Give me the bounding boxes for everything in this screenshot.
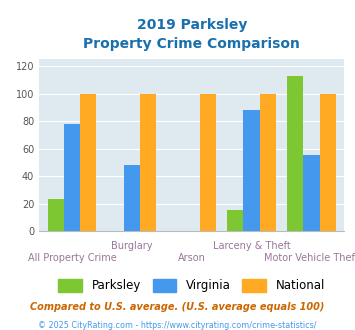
Legend: Parksley, Virginia, National: Parksley, Virginia, National xyxy=(54,275,330,297)
Bar xyxy=(140,94,156,231)
Text: All Property Crime: All Property Crime xyxy=(28,253,116,263)
Bar xyxy=(80,94,96,231)
Bar xyxy=(64,124,80,231)
Bar xyxy=(244,110,260,231)
Bar xyxy=(287,76,303,231)
Text: © 2025 CityRating.com - https://www.cityrating.com/crime-statistics/: © 2025 CityRating.com - https://www.city… xyxy=(38,321,317,330)
Bar xyxy=(320,94,336,231)
Bar xyxy=(124,165,140,231)
Text: Motor Vehicle Theft: Motor Vehicle Theft xyxy=(264,253,355,263)
Bar xyxy=(48,199,64,231)
Text: Larceny & Theft: Larceny & Theft xyxy=(213,241,290,251)
Bar xyxy=(200,94,216,231)
Text: Compared to U.S. average. (U.S. average equals 100): Compared to U.S. average. (U.S. average … xyxy=(30,302,325,312)
Bar xyxy=(227,211,244,231)
Title: 2019 Parksley
Property Crime Comparison: 2019 Parksley Property Crime Comparison xyxy=(83,18,300,51)
Bar xyxy=(303,155,320,231)
Text: Arson: Arson xyxy=(178,253,206,263)
Text: Burglary: Burglary xyxy=(111,241,153,251)
Bar xyxy=(260,94,276,231)
